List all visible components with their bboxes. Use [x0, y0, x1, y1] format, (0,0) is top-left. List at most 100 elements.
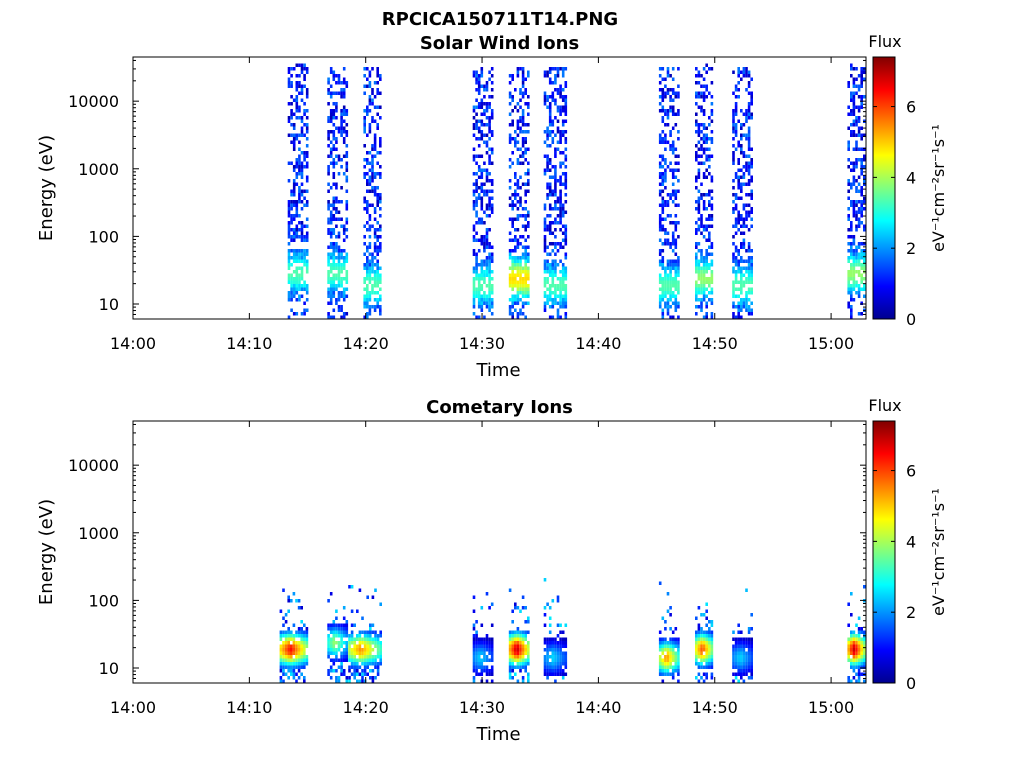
heatmap-cell: [511, 74, 514, 78]
heatmap-cell: [345, 658, 349, 662]
heatmap-cell: [661, 109, 665, 113]
heatmap-cell: [524, 172, 527, 176]
heatmap-cell: [480, 273, 484, 277]
heatmap-cell: [508, 284, 512, 288]
heatmap-cell: [554, 669, 557, 673]
heatmap-cell: [287, 294, 291, 298]
heatmap-cell: [747, 144, 751, 148]
heatmap-cell: [485, 84, 489, 88]
heatmap-cell: [290, 214, 293, 218]
heatmap-cell: [855, 189, 858, 193]
heatmap-cell: [480, 644, 484, 648]
heatmap-cell: [852, 102, 856, 106]
heatmap-cell: [511, 249, 514, 253]
heatmap-cell: [524, 284, 527, 288]
heatmap-cell: [564, 284, 568, 288]
heatmap-cell: [546, 287, 549, 291]
heatmap-cell: [511, 259, 514, 263]
heatmap-cell: [376, 91, 379, 95]
heatmap-cell: [850, 161, 853, 165]
heatmap-cell: [564, 228, 568, 232]
x-tick-label: 14:40: [575, 334, 621, 353]
heatmap-cell: [342, 81, 346, 85]
heatmap-cell: [561, 161, 565, 165]
heatmap-cell: [519, 280, 522, 284]
heatmap-cell: [290, 235, 293, 239]
heatmap-cell: [855, 263, 858, 267]
heatmap-cell: [863, 263, 866, 267]
heatmap-cell: [298, 165, 301, 169]
heatmap-cell: [677, 273, 680, 277]
heatmap-cell: [850, 98, 853, 102]
heatmap-cell: [669, 88, 672, 92]
heatmap-cell: [340, 249, 343, 253]
heatmap-cell: [303, 256, 306, 260]
heatmap-cell: [373, 147, 377, 151]
heatmap-cell: [511, 277, 514, 281]
heatmap-cell: [564, 172, 568, 176]
heatmap-cell: [292, 200, 296, 204]
heatmap-cell: [345, 252, 349, 256]
heatmap-cell: [669, 665, 672, 669]
heatmap-cell: [747, 655, 751, 659]
heatmap-cell: [475, 648, 478, 652]
heatmap-cell: [734, 172, 738, 176]
heatmap-cell: [564, 137, 568, 141]
heatmap-cell: [546, 196, 549, 200]
heatmap-cell: [519, 88, 522, 92]
heatmap-cell: [857, 634, 861, 638]
heatmap-cell: [287, 67, 291, 71]
heatmap-cell: [554, 270, 557, 274]
heatmap-cell: [329, 676, 333, 680]
heatmap-cell: [863, 207, 866, 211]
heatmap-cell: [332, 280, 336, 284]
heatmap-cell: [342, 630, 346, 634]
heatmap-cell: [561, 263, 565, 267]
heatmap-cell: [332, 627, 336, 631]
heatmap-cell: [677, 112, 680, 116]
heatmap-cell: [485, 102, 489, 106]
heatmap-cell: [477, 298, 481, 302]
heatmap-cell: [658, 630, 662, 634]
heatmap-cell: [516, 70, 520, 74]
heatmap-cell: [348, 655, 351, 659]
heatmap-cell: [363, 672, 367, 676]
heatmap-cell: [847, 256, 850, 260]
heatmap-cell: [737, 249, 740, 253]
heatmap-cell: [658, 249, 662, 253]
heatmap-cell: [561, 298, 565, 302]
heatmap-cell: [305, 627, 309, 631]
heatmap-cell: [710, 620, 714, 624]
heatmap-cell: [669, 291, 672, 295]
colorbar-tick-label: 4: [906, 532, 916, 551]
heatmap-cell: [543, 655, 547, 659]
heatmap-cell: [345, 256, 349, 260]
heatmap-cell: [551, 301, 555, 305]
heatmap-cell: [860, 126, 863, 130]
heatmap-cell: [700, 214, 703, 218]
heatmap-cell: [480, 168, 484, 172]
heatmap-cell: [705, 228, 708, 232]
heatmap-cell: [376, 88, 379, 92]
heatmap-cell: [556, 658, 560, 662]
heatmap-cell: [524, 245, 527, 249]
heatmap-cell: [702, 151, 706, 155]
heatmap-cell: [561, 133, 565, 137]
heatmap-cell: [279, 644, 283, 648]
heatmap-cell: [511, 301, 514, 305]
heatmap-cell: [737, 651, 740, 655]
heatmap-cell: [300, 119, 304, 123]
heatmap-cell: [282, 648, 285, 652]
heatmap-cell: [508, 165, 512, 169]
heatmap-cell: [353, 672, 356, 676]
heatmap-cell: [543, 217, 547, 221]
heatmap-cell: [329, 186, 333, 190]
heatmap-cell: [705, 676, 708, 680]
heatmap-cell: [337, 130, 341, 134]
heatmap-cell: [857, 252, 861, 256]
heatmap-cell: [295, 648, 298, 652]
heatmap-cell: [750, 116, 753, 120]
heatmap-cell: [521, 606, 525, 610]
heatmap-cell: [305, 658, 309, 662]
heatmap-cell: [559, 305, 562, 309]
